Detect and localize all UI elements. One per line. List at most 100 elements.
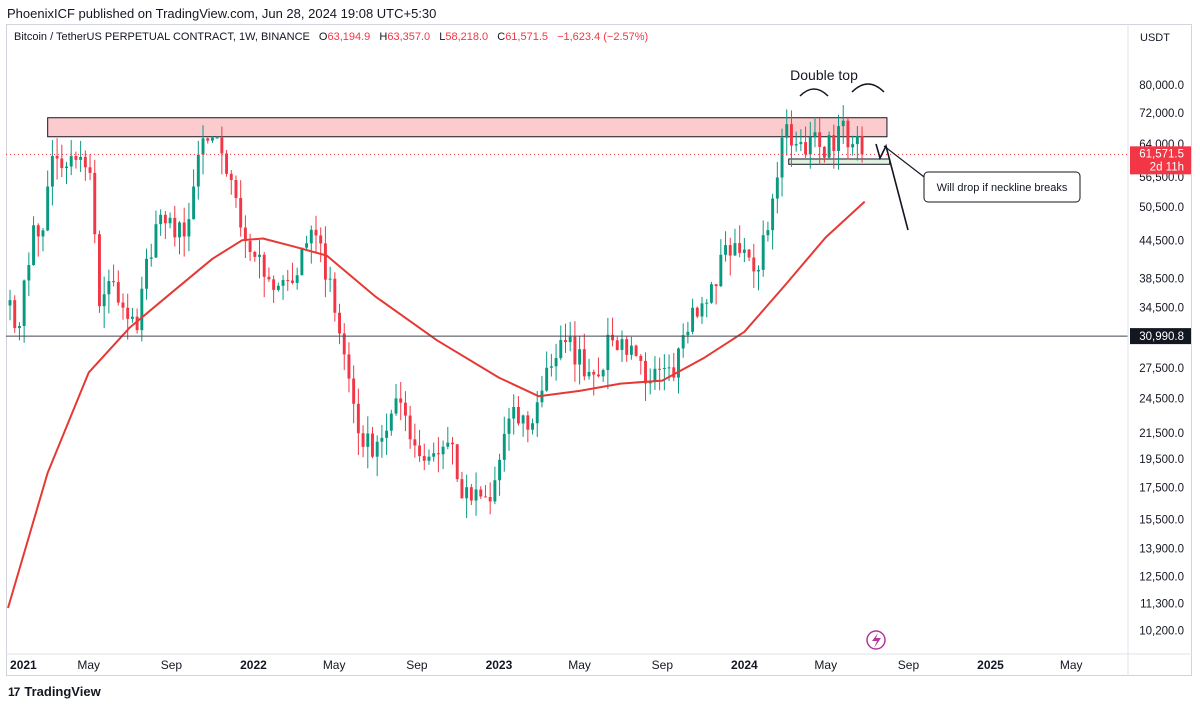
candle bbox=[361, 425, 365, 458]
candle bbox=[328, 266, 332, 293]
candle bbox=[837, 114, 840, 170]
tradingview-brand-label: TradingView bbox=[24, 684, 101, 699]
candle-body bbox=[808, 137, 812, 155]
candle bbox=[276, 282, 280, 292]
candle bbox=[239, 180, 243, 237]
candle bbox=[319, 227, 323, 263]
flash-icon[interactable] bbox=[866, 630, 886, 650]
candle-body bbox=[192, 186, 196, 220]
candle bbox=[112, 264, 116, 287]
moving-average-line bbox=[7, 200, 866, 609]
candle-body bbox=[55, 155, 59, 159]
publisher-line: PhoenixICF published on TradingView.com,… bbox=[7, 6, 437, 21]
candle bbox=[818, 117, 822, 166]
candle-body bbox=[210, 137, 214, 141]
candle bbox=[403, 391, 407, 432]
candle bbox=[813, 117, 817, 148]
x-tick-label: Sep bbox=[652, 658, 674, 672]
candle-body bbox=[342, 333, 346, 355]
candle bbox=[841, 105, 845, 144]
candle-body bbox=[17, 325, 21, 329]
candle-body bbox=[46, 186, 50, 231]
level-badge bbox=[1130, 328, 1191, 345]
candle bbox=[629, 336, 633, 360]
candle bbox=[484, 485, 487, 498]
candle-body bbox=[253, 251, 257, 257]
candle bbox=[554, 343, 558, 381]
candle-body bbox=[149, 257, 153, 259]
candle bbox=[724, 231, 728, 262]
candle bbox=[286, 269, 290, 291]
candle-body bbox=[860, 135, 864, 155]
candle bbox=[220, 126, 224, 175]
candle bbox=[347, 342, 351, 393]
candle-body bbox=[662, 368, 666, 370]
x-tick-label: 2023 bbox=[486, 658, 513, 672]
candle-body bbox=[686, 331, 690, 336]
line-layer bbox=[6, 153, 1128, 337]
candle-layer bbox=[8, 105, 864, 518]
x-tick-label: May bbox=[814, 658, 837, 672]
candle bbox=[168, 212, 172, 229]
candle-body bbox=[804, 142, 808, 155]
resistance-zone bbox=[47, 117, 888, 138]
candle bbox=[644, 352, 647, 402]
candle-body bbox=[135, 316, 139, 331]
candle bbox=[173, 205, 177, 247]
candle bbox=[615, 336, 619, 351]
candle bbox=[822, 146, 826, 163]
candle bbox=[851, 135, 855, 156]
candle bbox=[121, 293, 125, 320]
candle-body bbox=[629, 345, 633, 355]
candle-body bbox=[578, 349, 582, 365]
candle bbox=[22, 279, 26, 343]
candle bbox=[620, 330, 624, 363]
candle-body bbox=[747, 249, 751, 258]
candle bbox=[46, 170, 50, 232]
candle-body bbox=[286, 280, 290, 282]
candle bbox=[469, 484, 473, 506]
candle bbox=[154, 210, 158, 259]
currency-label[interactable]: USDT bbox=[1140, 32, 1170, 44]
candle bbox=[389, 409, 393, 436]
candle bbox=[549, 353, 553, 377]
candle-body bbox=[469, 487, 473, 501]
candle-body bbox=[309, 229, 313, 244]
candle-body bbox=[22, 280, 26, 326]
candle-body bbox=[559, 340, 563, 359]
candle-body bbox=[455, 444, 459, 480]
candle bbox=[145, 248, 148, 300]
candle bbox=[752, 243, 756, 288]
candle-body bbox=[554, 358, 558, 367]
candle bbox=[272, 275, 276, 303]
candle bbox=[479, 486, 483, 499]
x-tick-label: 2021 bbox=[10, 658, 37, 672]
candle-body bbox=[851, 144, 855, 148]
candle-body bbox=[545, 367, 549, 391]
candle-body bbox=[347, 354, 351, 379]
candle-body bbox=[644, 360, 647, 384]
candle bbox=[74, 151, 78, 169]
candle-body bbox=[385, 430, 389, 438]
candle bbox=[700, 296, 704, 324]
tradingview-brand[interactable]: 17 TradingView bbox=[8, 684, 101, 699]
candle-body bbox=[375, 441, 379, 457]
candle bbox=[65, 161, 68, 184]
candle-body bbox=[771, 198, 775, 231]
candle bbox=[564, 323, 567, 353]
x-tick-label: 2022 bbox=[240, 658, 267, 672]
candle bbox=[794, 131, 798, 152]
candle-body bbox=[451, 442, 454, 445]
candle-body bbox=[531, 423, 534, 430]
y-tick-label: 11,300.0 bbox=[1140, 598, 1184, 610]
candle-body bbox=[818, 132, 822, 147]
candle bbox=[215, 135, 219, 139]
candle-body bbox=[648, 381, 652, 384]
candle-body bbox=[27, 265, 31, 281]
candle bbox=[187, 202, 191, 252]
candle-body bbox=[498, 459, 502, 481]
candle bbox=[375, 435, 379, 477]
candle bbox=[742, 237, 746, 263]
candle-body bbox=[168, 217, 172, 224]
